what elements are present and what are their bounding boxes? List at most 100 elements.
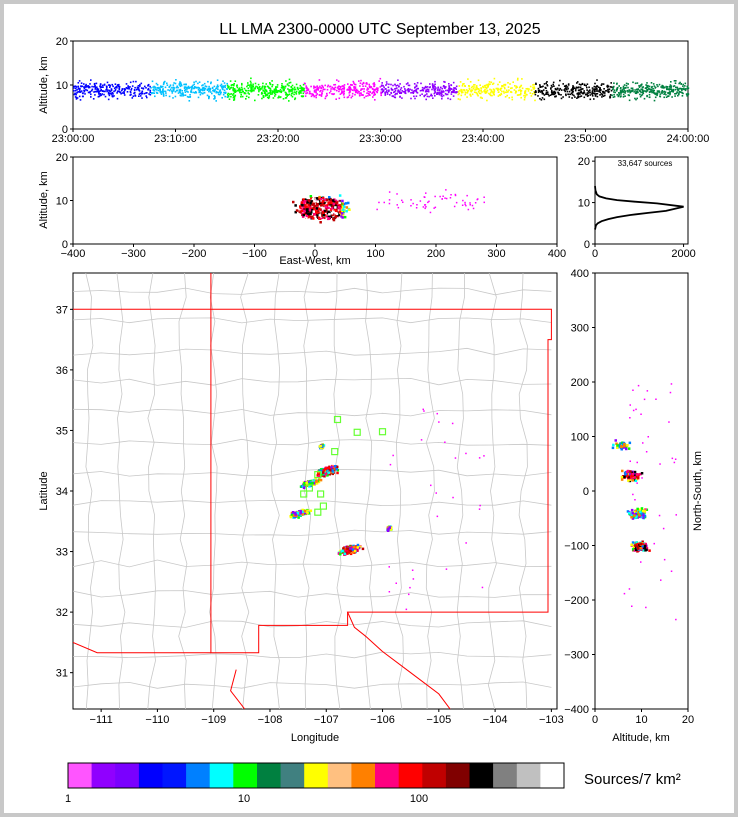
eastwest-point <box>376 208 378 211</box>
altitude-time-point <box>288 91 290 93</box>
altitude-time-point <box>433 84 435 87</box>
eastwest-point <box>335 212 339 215</box>
altitude-time-point <box>269 87 272 90</box>
altitude-time-point <box>198 87 200 89</box>
altitude-time-point <box>288 93 291 96</box>
altitude-time-point <box>74 89 77 92</box>
altitude-time-point <box>449 89 451 92</box>
map-source-point <box>349 547 352 550</box>
altitude-time-point <box>401 90 404 92</box>
northsouth-point <box>616 444 619 447</box>
altitude-time-point <box>653 99 656 102</box>
eastwest-point <box>299 210 302 213</box>
altitude-time-point <box>117 85 120 87</box>
altitude-time-point <box>613 91 615 93</box>
altitude-time-point <box>169 84 172 86</box>
altitude-time-point <box>653 92 655 94</box>
altitude-time-point <box>498 88 500 91</box>
altitude-time-point <box>386 83 388 85</box>
altitude-time-point <box>670 88 673 91</box>
map-source-point <box>312 482 316 485</box>
altitude-time-point <box>305 92 307 95</box>
map-source-point <box>356 546 360 549</box>
altitude-time-point <box>263 86 266 89</box>
altitude-time-point <box>412 90 415 93</box>
altitude-time-point <box>515 85 518 88</box>
eastwest-point <box>302 202 306 205</box>
altitude-time-point <box>262 82 264 85</box>
altitude-time-point <box>358 94 361 97</box>
northsouth-point <box>637 511 640 514</box>
altitude-time-point <box>495 87 498 90</box>
altitude-time-point <box>624 92 627 94</box>
altitude-time-point <box>541 92 544 95</box>
altitude-time-point <box>321 92 323 94</box>
altitude-time-point <box>191 87 193 90</box>
altitude-time-point <box>173 88 175 91</box>
altitude-time-point <box>662 91 664 93</box>
northsouth-point <box>620 478 624 481</box>
altitude-time-point <box>99 94 101 97</box>
eastwest-point <box>323 214 327 217</box>
altitude-time-point <box>90 93 92 96</box>
altitude-time-point <box>627 86 629 89</box>
altitude-time-point <box>269 89 271 92</box>
altitude-time-point <box>315 86 317 89</box>
altitude-time-point <box>80 90 83 92</box>
map-source-point <box>349 552 353 556</box>
altitude-time-point <box>284 91 287 94</box>
eastwest-point <box>467 208 470 211</box>
altitude-time-point <box>447 97 449 100</box>
altitude-time-point <box>353 88 355 90</box>
altitude-time-point <box>266 85 269 88</box>
altitude-time-point <box>503 86 506 89</box>
altitude-time-point <box>109 85 111 87</box>
altitude-time-point <box>478 89 481 92</box>
altitude-time-point <box>545 82 547 85</box>
altitude-time-point <box>184 88 187 91</box>
altitude-time-point <box>672 85 675 88</box>
altitude-time-point <box>573 94 575 97</box>
altitude-time-point <box>233 88 235 91</box>
altitude-time-point <box>477 91 480 93</box>
altitude-time-point <box>277 96 279 99</box>
altitude-time-point <box>643 97 646 100</box>
map-source-point <box>336 471 339 475</box>
map-source-point <box>465 542 467 544</box>
station-marker <box>314 508 322 516</box>
northsouth-point <box>639 510 642 514</box>
map-source-point <box>334 465 337 468</box>
county-boundary <box>73 347 552 356</box>
altitude-time-point <box>95 82 98 85</box>
altitude-time-point <box>116 92 118 94</box>
eastwest-point <box>334 206 337 209</box>
map-source-point <box>390 526 393 529</box>
altitude-time-point <box>111 83 113 86</box>
altitude-time-point <box>322 88 325 91</box>
altitude-time-point <box>414 97 416 100</box>
altitude-time-point <box>619 88 622 90</box>
county-boundary <box>73 408 552 417</box>
altitude-time-point <box>505 89 508 92</box>
altitude-time-point <box>220 83 223 86</box>
northsouth-point <box>622 444 626 448</box>
altitude-time-point <box>222 93 225 96</box>
altitude-time-point <box>251 89 254 91</box>
altitude-time-point <box>340 92 343 95</box>
altitude-time-point <box>257 94 260 96</box>
altitude-time-point <box>279 89 282 91</box>
altitude-time-point <box>223 91 225 94</box>
altitude-time-point <box>266 90 268 93</box>
altitude-time-point <box>557 93 560 95</box>
altitude-time-point <box>175 86 178 89</box>
map-source-point <box>315 482 319 485</box>
altitude-time-point <box>474 89 476 91</box>
altitude-time-point <box>426 95 429 98</box>
altitude-time-point <box>202 92 204 95</box>
altitude-time-point <box>130 93 132 96</box>
altitude-time-point <box>118 85 121 88</box>
altitude-time-point <box>139 92 141 95</box>
altitude-time-point <box>73 93 76 96</box>
altitude-time-point <box>579 86 582 89</box>
altitude-time-point <box>379 86 382 88</box>
